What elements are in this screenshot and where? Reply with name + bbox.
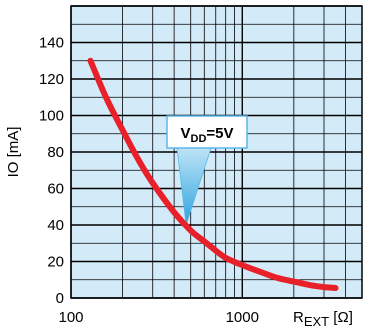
x-axis-label: REXT [Ω] (293, 309, 353, 329)
x-tick-label: 100 (58, 309, 83, 326)
annotation: VDD=5V (166, 115, 248, 226)
annotation-label: VDD=5V (180, 125, 233, 145)
y-tick-labels: 0 20 40 60 80 100 120 140 (39, 35, 64, 308)
y-tick-label: 20 (47, 254, 64, 271)
x-tick-labels: 100 1000 (58, 309, 258, 326)
y-tick-label: 120 (39, 71, 64, 88)
y-tick-label: 80 (47, 144, 64, 161)
y-axis-label: IO [mA] (5, 127, 22, 178)
y-tick-label: 60 (47, 181, 64, 198)
series-line (87, 57, 339, 291)
y-tick-label: 40 (47, 217, 64, 234)
x-tick-label: 1000 (226, 309, 259, 326)
annotation-box (166, 115, 248, 149)
plot-frame (70, 5, 363, 299)
y-tick-label: 0 (56, 290, 64, 307)
y-tick-label: 140 (39, 35, 64, 52)
y-tick-label: 100 (39, 108, 64, 125)
